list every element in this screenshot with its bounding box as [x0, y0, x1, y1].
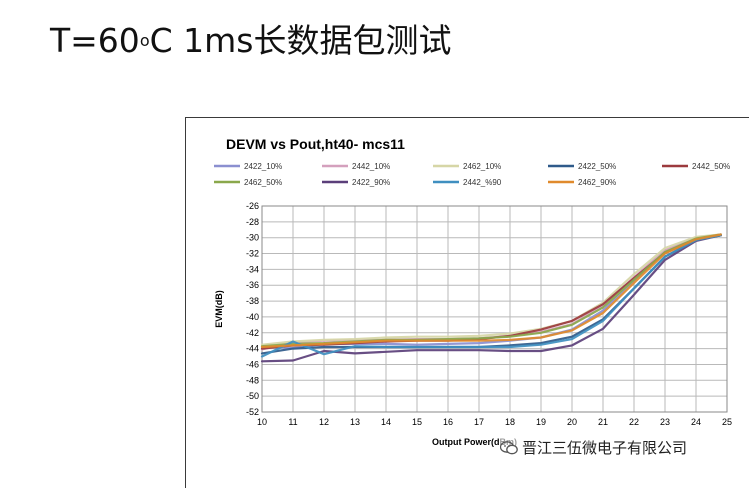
- x-tick-label: 20: [567, 417, 577, 427]
- y-tick-label: -34: [246, 264, 259, 274]
- x-tick-label: 24: [691, 417, 701, 427]
- chart-frame: DEVM vs Pout,ht40- mcs11 2422_10% 2442_10%…: [185, 117, 749, 488]
- x-tick-label: 16: [443, 417, 453, 427]
- legend-label: 2442_50%: [692, 162, 730, 171]
- degree-superscript: o: [139, 31, 150, 50]
- y-tick-label: -48: [246, 375, 259, 385]
- x-tick-label: 10: [257, 417, 267, 427]
- legend-label: 2462_90%: [578, 178, 616, 187]
- series-line-2462_10%: [260, 233, 722, 346]
- y-axis-label: EVM(dB): [214, 290, 224, 328]
- slide-title: T=60oC 1ms长数据包测试: [50, 14, 451, 62]
- x-axis-label: Output Power(dBm): [432, 437, 517, 447]
- legend-label: 2422_50%: [578, 162, 616, 171]
- x-tick-label: 21: [598, 417, 608, 427]
- y-tick-label: -50: [246, 391, 259, 401]
- legend-label: 2462_50%: [244, 178, 282, 187]
- title-suffix: C 1ms长数据包测试: [149, 21, 452, 60]
- series-line-2462_90%: [260, 233, 722, 349]
- x-tick-label: 22: [629, 417, 639, 427]
- y-tick-label: -44: [246, 344, 259, 354]
- y-tick-label: -42: [246, 328, 259, 338]
- legend-label: 2422_90%: [352, 178, 390, 187]
- watermark: 晋江三伍微电子有限公司: [500, 437, 688, 458]
- y-tick-label: -26: [246, 201, 259, 211]
- x-tick-label: 15: [412, 417, 422, 427]
- y-tick-label: -52: [246, 407, 259, 417]
- series-line-2422_90%: [260, 234, 722, 363]
- wechat-icon: [500, 440, 518, 455]
- x-tick-label: 14: [381, 417, 391, 427]
- y-tick-label: -46: [246, 359, 259, 369]
- legend-label: 2442_10%: [352, 162, 390, 171]
- series-line-2442_10%: [260, 233, 722, 351]
- y-tick-label: -32: [246, 249, 259, 259]
- series-line-2442_50%: [260, 234, 722, 350]
- devm-chart: DEVM vs Pout,ht40- mcs11 2422_10% 2442_10%…: [214, 136, 732, 447]
- chart-title: DEVM vs Pout,ht40- mcs11: [226, 136, 405, 152]
- title-prefix: T=60: [50, 21, 140, 60]
- x-tick-label: 17: [474, 417, 484, 427]
- series-line-2462_50%: [260, 233, 722, 348]
- y-tick-label: -36: [246, 280, 259, 290]
- legend-label: 2422_10%: [244, 162, 282, 171]
- x-tick-label: 25: [722, 417, 732, 427]
- x-tick-label: 18: [505, 417, 515, 427]
- x-tick-label: 11: [288, 417, 297, 427]
- x-tick-label: 23: [660, 417, 670, 427]
- x-tick-label: 12: [319, 417, 329, 427]
- plot-border: [261, 205, 728, 413]
- legend-label: 2442_%90: [463, 178, 502, 187]
- series-line-2422_10%: [260, 233, 722, 349]
- x-tick-label: 19: [536, 417, 546, 427]
- y-tick-label: -28: [246, 217, 259, 227]
- y-tick-label: -30: [246, 233, 259, 243]
- legend-label: 2462_10%: [463, 162, 501, 171]
- series-line-2442_%90: [260, 234, 722, 358]
- x-tick-label: 13: [350, 417, 360, 427]
- y-tick-label: -40: [246, 312, 259, 322]
- y-tick-label: -38: [246, 296, 259, 306]
- watermark-text: 晋江三伍微电子有限公司: [522, 440, 688, 457]
